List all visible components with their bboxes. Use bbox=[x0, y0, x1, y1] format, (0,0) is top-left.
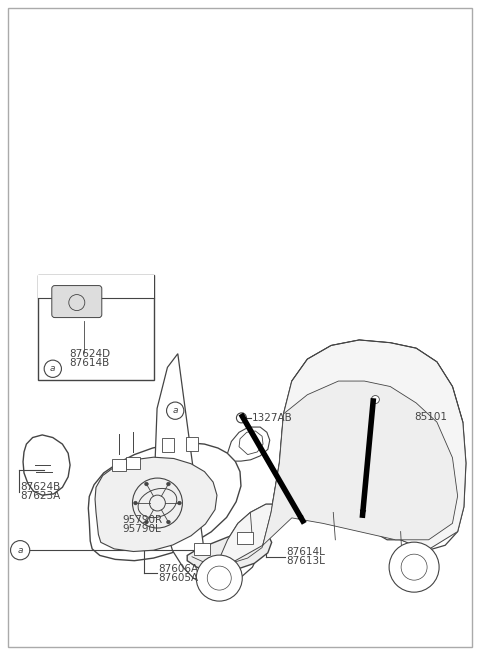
Circle shape bbox=[144, 520, 148, 524]
Circle shape bbox=[167, 482, 170, 486]
Polygon shape bbox=[263, 381, 457, 545]
Polygon shape bbox=[228, 427, 270, 461]
Text: 95790L: 95790L bbox=[122, 524, 161, 534]
FancyBboxPatch shape bbox=[112, 458, 126, 470]
Text: 87624B: 87624B bbox=[20, 482, 60, 493]
Polygon shape bbox=[187, 531, 272, 571]
FancyBboxPatch shape bbox=[126, 457, 141, 469]
FancyBboxPatch shape bbox=[186, 437, 198, 451]
Circle shape bbox=[389, 542, 439, 592]
Circle shape bbox=[133, 501, 137, 505]
Text: a: a bbox=[172, 406, 178, 415]
Text: 85101: 85101 bbox=[414, 412, 447, 422]
Circle shape bbox=[178, 501, 181, 505]
Text: 87605A: 87605A bbox=[158, 572, 199, 583]
FancyBboxPatch shape bbox=[193, 543, 210, 555]
Circle shape bbox=[372, 396, 379, 403]
Polygon shape bbox=[155, 340, 466, 589]
Circle shape bbox=[237, 413, 246, 423]
Circle shape bbox=[167, 520, 170, 524]
Text: a: a bbox=[50, 364, 56, 373]
Text: 87613L: 87613L bbox=[286, 556, 325, 567]
Polygon shape bbox=[95, 457, 217, 552]
Circle shape bbox=[11, 540, 30, 560]
Text: 87623A: 87623A bbox=[20, 491, 60, 502]
Text: 95790R: 95790R bbox=[122, 515, 163, 525]
Polygon shape bbox=[360, 510, 366, 518]
Polygon shape bbox=[349, 407, 398, 427]
Text: a: a bbox=[17, 546, 23, 555]
FancyBboxPatch shape bbox=[162, 438, 174, 453]
Circle shape bbox=[44, 360, 61, 377]
Polygon shape bbox=[214, 340, 466, 572]
Circle shape bbox=[144, 482, 148, 486]
Text: 87614B: 87614B bbox=[70, 358, 110, 368]
FancyBboxPatch shape bbox=[52, 286, 102, 318]
Text: 87624D: 87624D bbox=[70, 348, 111, 359]
FancyBboxPatch shape bbox=[38, 275, 154, 298]
Circle shape bbox=[196, 555, 242, 601]
Polygon shape bbox=[298, 515, 304, 523]
Circle shape bbox=[167, 402, 184, 419]
Text: 87614L: 87614L bbox=[286, 547, 325, 557]
Polygon shape bbox=[88, 443, 241, 561]
FancyBboxPatch shape bbox=[38, 275, 154, 380]
FancyBboxPatch shape bbox=[237, 533, 253, 544]
Text: 1327AB: 1327AB bbox=[252, 413, 292, 423]
Text: 87606A: 87606A bbox=[158, 563, 199, 574]
